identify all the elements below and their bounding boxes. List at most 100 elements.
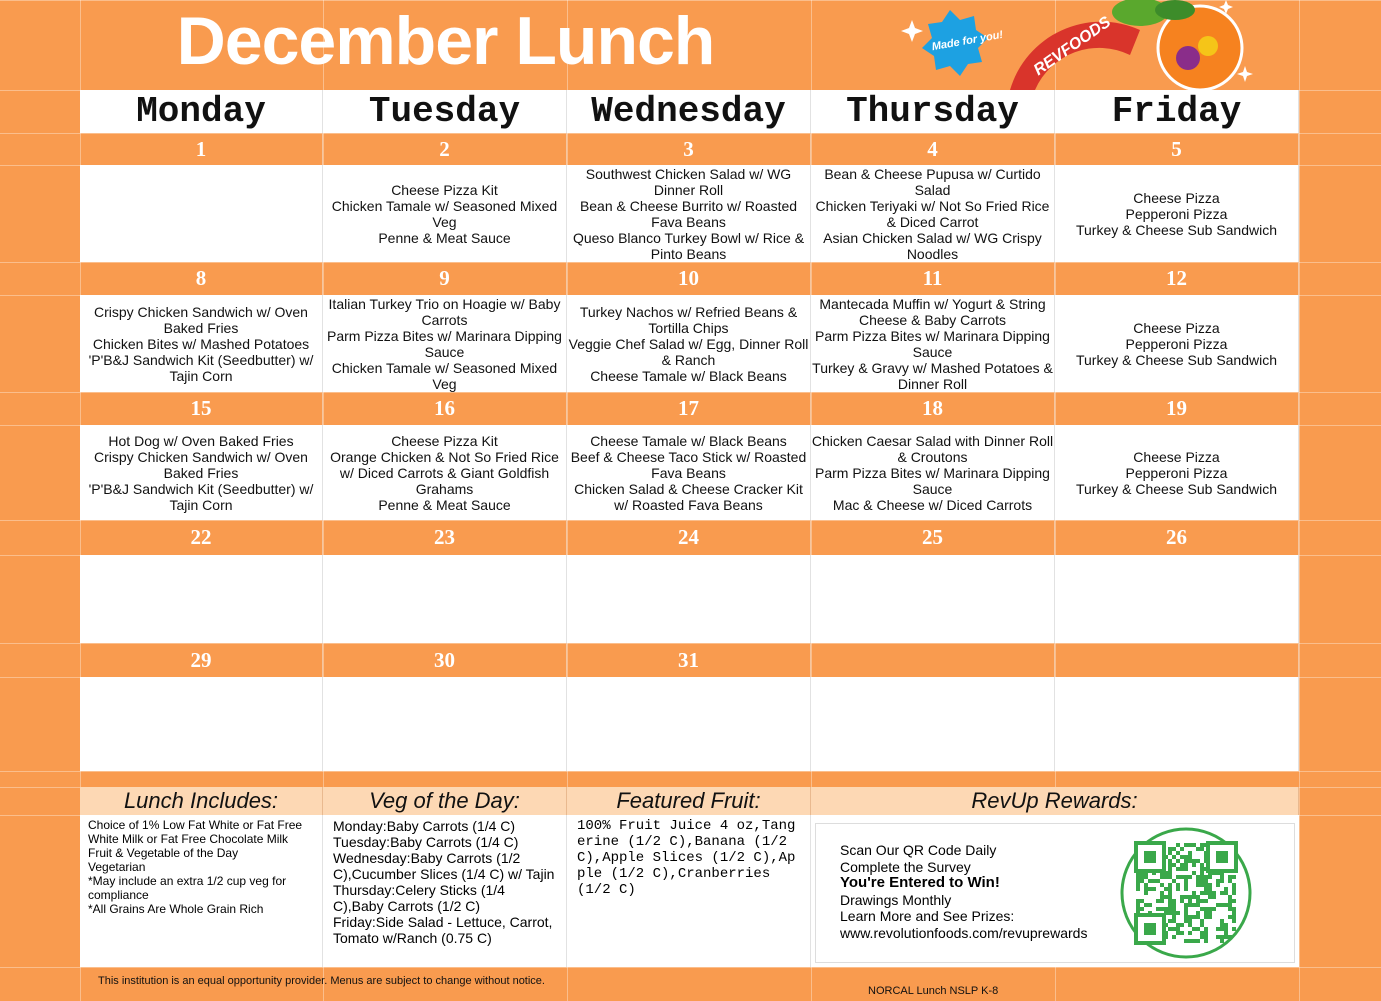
date-number: 5	[1055, 133, 1299, 165]
menu-cell: Cheese Pizza Pepperoni Pizza Turkey & Chee…	[1055, 165, 1299, 262]
grid-line	[0, 643, 1381, 644]
menu-cell	[80, 677, 323, 771]
footer-heading: Lunch Includes:	[80, 787, 323, 815]
date-number: 19	[1055, 392, 1299, 425]
info-line: Wednesday:Baby Carrots (1/2 C),Cucumber …	[333, 850, 555, 882]
program-label: NORCAL Lunch NSLP K-8	[868, 985, 999, 997]
weekday-header: Wednesday	[567, 90, 811, 133]
menu-item: Chicken Teriyaki w/ Not So Fried Rice & …	[815, 197, 1050, 230]
menu-item: Penne & Meat Sauce	[378, 229, 511, 246]
grid-line	[0, 392, 1381, 393]
menu-item: Bean & Cheese Pupusa w/ Curtido Salad	[824, 165, 1041, 198]
date-number: 2	[323, 133, 567, 165]
date-number: 1	[80, 133, 323, 165]
menu-cell: Crispy Chicken Sandwich w/ Oven Baked Fr…	[80, 295, 323, 392]
menu-item: Veggie Chef Salad w/ Egg, Dinner Roll & …	[568, 335, 809, 368]
menu-cell	[80, 165, 323, 262]
veg-of-day: Monday:Baby Carrots (1/4 C) Tuesday:Baby …	[323, 815, 567, 967]
footer-heading: Veg of the Day:	[323, 787, 567, 815]
date-number: 31	[567, 643, 811, 677]
menu-cell: Cheese Pizza Kit Orange Chicken & Not So …	[323, 425, 567, 520]
menu-item: Crispy Chicken Sandwich w/ Oven Baked Fr…	[94, 303, 308, 336]
info-line: Choice of 1% Low Fat White or Fat Free W…	[88, 818, 303, 846]
date-number: 26	[1055, 520, 1299, 555]
menu-cell: Cheese Pizza Pepperoni Pizza Turkey & Chee…	[1055, 295, 1299, 392]
date-number: 10	[567, 262, 811, 295]
revup-line: Complete the Survey	[840, 858, 971, 875]
weekday-header: Friday	[1055, 90, 1299, 133]
lunch-includes: Choice of 1% Low Fat White or Fat Free W…	[80, 815, 323, 967]
grid-line	[0, 967, 1381, 968]
grid-line	[0, 0, 1381, 1]
date-number: 30	[323, 643, 567, 677]
menu-cell: Italian Turkey Trio on Hoagie w/ Baby Ca…	[323, 295, 567, 392]
menu-item: Pepperoni Pizza	[1125, 205, 1228, 222]
revup-panel: Scan Our QR Code Daily Complete the Surve…	[815, 823, 1295, 963]
revup-line: www.revolutionfoods.com/revuprewards	[840, 924, 1088, 941]
menu-item: Turkey & Cheese Sub Sandwich	[1075, 480, 1278, 497]
info-line: *May include an extra 1/2 cup veg for co…	[88, 874, 287, 902]
menu-item: Chicken Salad & Cheese Cracker Kit w/ Ro…	[574, 480, 803, 513]
menu-item: Cheese Tamale w/ Black Beans	[590, 432, 787, 449]
weekday-header: Monday	[80, 90, 323, 133]
menu-item: Turkey & Gravy w/ Mashed Potatoes & Dinn…	[812, 359, 1053, 392]
revup-line: You're Entered to Win!	[840, 874, 1000, 891]
menu-item: Cheese Pizza	[1133, 189, 1220, 206]
weekday-header: Tuesday	[323, 90, 567, 133]
revup-line: Drawings Monthly	[840, 891, 952, 908]
menu-item: Cheese Pizza	[1133, 448, 1220, 465]
date-number: 16	[323, 392, 567, 425]
menu-item: Penne & Meat Sauce	[378, 496, 511, 513]
date-number: 15	[80, 392, 323, 425]
menu-item: Turkey Nachos w/ Refried Beans & Tortill…	[579, 303, 798, 336]
menu-item: Italian Turkey Trio on Hoagie w/ Baby Ca…	[328, 295, 561, 328]
menu-cell	[1055, 555, 1299, 643]
date-number: 3	[567, 133, 811, 165]
info-line: Monday:Baby Carrots (1/4 C)	[333, 818, 516, 834]
menu-item: Chicken Tamale w/ Seasoned Mixed Veg	[331, 359, 558, 392]
menu-cell: Mantecada Muffin w/ Yogurt & String Chee…	[811, 295, 1055, 392]
date-number: 17	[567, 392, 811, 425]
menu-item: Cheese Pizza Kit	[391, 181, 498, 198]
revup-text: Scan Our QR Code Daily Complete the Surve…	[840, 842, 1140, 941]
menu-item: Turkey & Cheese Sub Sandwich	[1075, 351, 1278, 368]
revup-line: Learn More and See Prizes:	[840, 908, 1015, 924]
menu-item: Mac & Cheese w/ Diced Carrots	[832, 496, 1033, 513]
date-number: 25	[811, 520, 1055, 555]
menu-item: Orange Chicken & Not So Fried Rice w/ Di…	[330, 448, 559, 497]
menu-cell	[323, 677, 567, 771]
qr-code	[1120, 827, 1252, 959]
info-line: Vegetarian	[88, 860, 146, 874]
menu-item: Southwest Chicken Salad w/ WG Dinner Rol…	[585, 165, 792, 198]
menu-item: Crispy Chicken Sandwich w/ Oven Baked Fr…	[94, 448, 308, 481]
notice: This institution is an equal opportunity…	[98, 975, 545, 987]
title: December Lunch	[176, 3, 716, 79]
menu-cell	[80, 555, 323, 643]
date-number: 9	[323, 262, 567, 295]
menu-item: Bean & Cheese Burrito w/ Roasted Fava Be…	[579, 197, 798, 230]
info-line: *All Grains Are Whole Grain Rich	[88, 902, 264, 916]
grid-line	[0, 262, 1381, 263]
date-number: 23	[323, 520, 567, 555]
menu-item: Hot Dog w/ Oven Baked Fries	[108, 432, 294, 449]
date-number: 18	[811, 392, 1055, 425]
date-number: 12	[1055, 262, 1299, 295]
footer-heading: Featured Fruit:	[567, 787, 811, 815]
date-number: 24	[567, 520, 811, 555]
footer-heading: RevUp Rewards:	[811, 787, 1299, 815]
date-number: 29	[80, 643, 323, 677]
menu-cell	[567, 677, 811, 771]
menu-item: Turkey & Cheese Sub Sandwich	[1075, 221, 1278, 238]
weekday-header: Thursday	[811, 90, 1055, 133]
featured-fruit: 100% Fruit Juice 4 oz,Tangerine (1/2 C),…	[567, 815, 811, 967]
menu-cell	[811, 677, 1055, 771]
logo: Made for you! REVFOODS	[901, 0, 1253, 90]
date-number	[1055, 643, 1299, 677]
menu-item: Chicken Bites w/ Mashed Potatoes	[92, 335, 310, 352]
menu-item: 'P'B&J Sandwich Kit (Seedbutter) w/ Taji…	[88, 480, 314, 513]
grid-line	[0, 520, 1381, 521]
menu-cell	[1055, 677, 1299, 771]
date-number: 22	[80, 520, 323, 555]
menu-cell	[811, 555, 1055, 643]
